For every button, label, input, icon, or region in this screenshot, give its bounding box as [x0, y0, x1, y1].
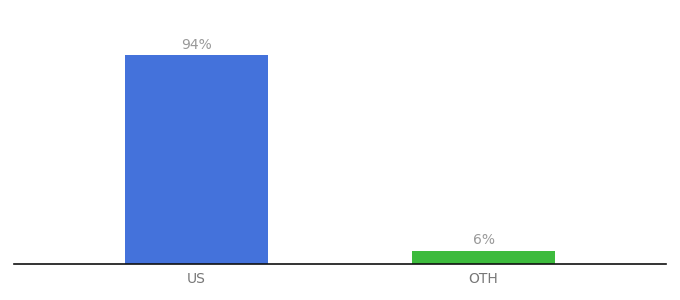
Text: 6%: 6% — [473, 233, 494, 247]
Bar — [412, 251, 556, 264]
Text: 94%: 94% — [181, 38, 211, 52]
Bar — [124, 55, 268, 264]
